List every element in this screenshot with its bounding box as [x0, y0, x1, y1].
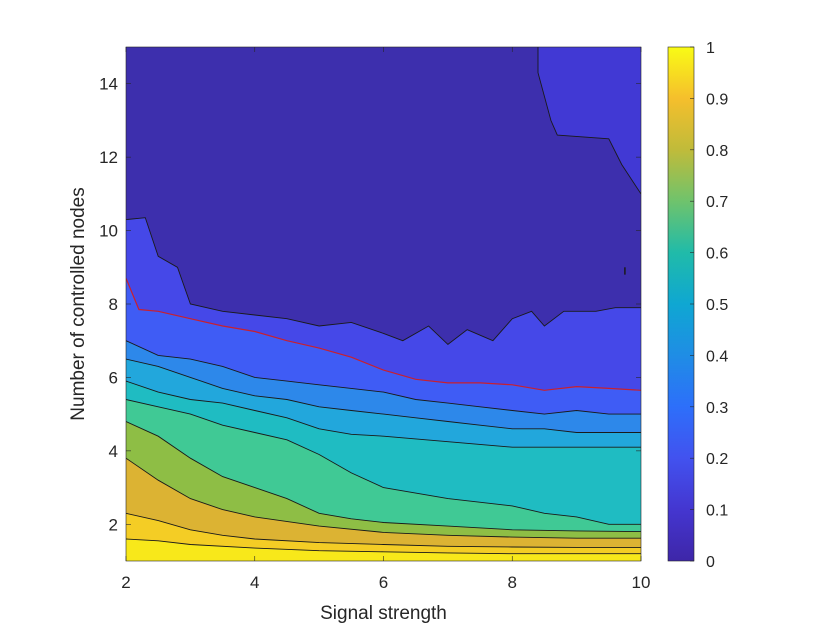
contour-line: [126, 380, 641, 448]
colorbar-tick-label: 0: [706, 554, 715, 571]
contour-line: [126, 358, 641, 433]
y-tick-label: 14: [99, 75, 118, 94]
x-axis-label: Signal strength: [320, 603, 447, 624]
contour-line: [126, 217, 641, 345]
x-axis: 2 4 6 8 10: [121, 47, 650, 592]
y-tick-label: 12: [99, 148, 118, 167]
contour-fills: [126, 47, 641, 561]
contour-line: [126, 278, 641, 391]
contour-lines: [126, 47, 641, 555]
x-tick-label: 6: [379, 573, 388, 592]
contour-line: [126, 538, 641, 555]
colorbar-tick-label: 0.6: [706, 246, 728, 263]
x-tick-label: 8: [508, 573, 517, 592]
y-axis-label: Number of controlled nodes: [68, 187, 89, 420]
contour-line: [126, 399, 641, 525]
y-tick-label: 4: [109, 442, 118, 461]
colorbar-tick-label: 0.7: [706, 194, 728, 211]
y-tick-label: 2: [109, 515, 118, 534]
contour-region: [538, 47, 641, 194]
contour-line: [126, 512, 641, 548]
contour-line: [126, 457, 641, 539]
contour-region: [126, 458, 641, 561]
y-tick-label: 6: [109, 368, 118, 387]
colorbar-tick-label: 0.8: [706, 143, 728, 160]
colorbar-gradient: [667, 46, 695, 562]
colorbar-tick-label: 1: [706, 40, 715, 57]
y-tick-label: 10: [99, 222, 118, 241]
x-tick-label: 4: [250, 573, 259, 592]
y-tick-label: 8: [109, 295, 118, 314]
contour-region: [126, 539, 641, 561]
x-tick-label: 2: [121, 573, 130, 592]
x-tick-label: 10: [632, 573, 651, 592]
plot-area: [126, 47, 641, 561]
colorbar-tick-label: 0.5: [706, 297, 728, 314]
contour-line: [126, 340, 641, 415]
y-axis: 2 4 6 8 10 12 14: [99, 75, 641, 534]
colorbar-tick-label: 0.9: [706, 91, 728, 108]
contour-line: [537, 47, 641, 195]
colorbar-tick-label: 0.4: [706, 348, 728, 365]
colorbar-tick-label: 0.2: [706, 451, 728, 468]
colorbar-tick-label: 0.3: [706, 400, 728, 417]
contour-line: [126, 421, 641, 533]
colorbar: 0 0.1 0.2 0.3 0.4 0.5 0.6 0.7 0.8 0.9 1: [667, 40, 728, 571]
colorbar-tick-label: 0.1: [706, 503, 728, 520]
